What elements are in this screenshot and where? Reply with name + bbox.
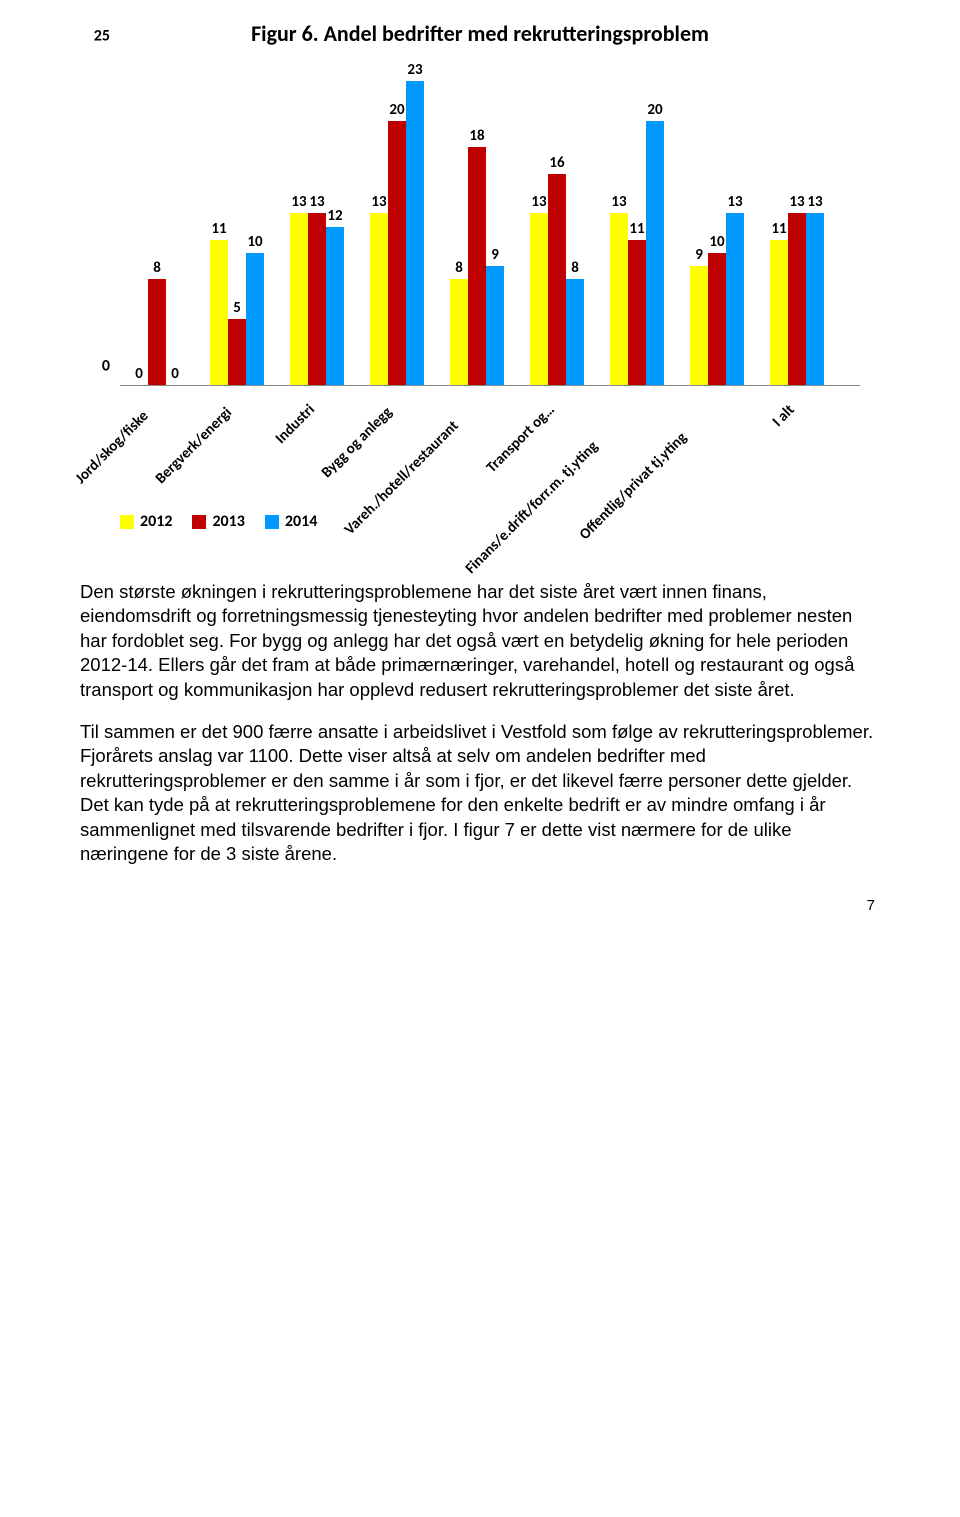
bar-value-label: 9 [491, 246, 499, 264]
legend-item: 2013 [192, 512, 244, 531]
page-number: 7 [867, 897, 875, 914]
legend-swatch [265, 515, 279, 529]
x-tick-label: Jord/skog/fiske [72, 407, 152, 487]
bar-value-label: 13 [727, 193, 742, 211]
bar-value-label: 8 [153, 259, 161, 277]
legend-item: 2014 [265, 512, 317, 531]
bar-value-label: 5 [233, 299, 241, 317]
bar-group: 080 [130, 279, 184, 385]
bar-value-label: 13 [789, 193, 804, 211]
bar: 12 [326, 227, 344, 385]
bar-value-label: 0 [135, 365, 143, 383]
bar-value-label: 18 [469, 127, 484, 145]
bar-group: 132023 [370, 81, 424, 385]
bar: 8 [566, 279, 584, 385]
bar-value-label: 11 [771, 220, 786, 238]
bar: 11 [210, 240, 228, 385]
plot-area: 0250801151013131213202381891316813112091… [120, 55, 860, 386]
bar-value-label: 13 [309, 193, 324, 211]
bar: 20 [388, 121, 406, 385]
bar: 9 [690, 266, 708, 385]
paragraph: Til sammen er det 900 færre ansatte i ar… [80, 720, 880, 866]
bar: 13 [726, 213, 744, 385]
bar-value-label: 16 [549, 154, 564, 172]
bar-value-label: 8 [455, 259, 463, 277]
legend-swatch [120, 515, 134, 529]
legend-label: 2013 [212, 512, 244, 531]
bar: 13 [370, 213, 388, 385]
bar-value-label: 11 [629, 220, 644, 238]
bar: 13 [806, 213, 824, 385]
bar: 11 [628, 240, 646, 385]
bar-value-label: 9 [695, 246, 703, 264]
bar: 5 [228, 319, 246, 385]
paragraph: Den største økningen i rekrutteringsprob… [80, 580, 880, 702]
bar-value-label: 10 [247, 233, 262, 251]
bar-value-label: 13 [291, 193, 306, 211]
legend-item: 2012 [120, 512, 172, 531]
body-text: Den største økningen i rekrutteringsprob… [80, 580, 880, 866]
bar: 13 [610, 213, 628, 385]
bar-group: 11510 [210, 240, 264, 385]
bar-value-label: 0 [171, 365, 179, 383]
x-tick-label: I alt [769, 402, 798, 431]
bar-value-label: 8 [571, 259, 579, 277]
x-tick-label: Industri [272, 401, 319, 448]
legend-swatch [192, 515, 206, 529]
bar-value-label: 20 [647, 101, 662, 119]
bar: 8 [148, 279, 166, 385]
bar-group: 111313 [770, 213, 824, 385]
bar: 9 [486, 266, 504, 385]
bar: 10 [246, 253, 264, 385]
bar: 23 [406, 81, 424, 385]
bar: 11 [770, 240, 788, 385]
bar-group: 131120 [610, 121, 664, 385]
bar-group: 91013 [690, 213, 744, 385]
bar: 10 [708, 253, 726, 385]
y-tick: 25 [80, 27, 110, 46]
bar-value-label: 13 [807, 193, 822, 211]
bar-chart: Figur 6. Andel bedrifter med rekrutterin… [80, 20, 880, 540]
bar-value-label: 12 [327, 207, 342, 225]
bar: 13 [530, 213, 548, 385]
bar: 13 [290, 213, 308, 385]
bar: 20 [646, 121, 664, 385]
bar-value-label: 23 [407, 61, 422, 79]
bar-value-label: 13 [611, 193, 626, 211]
y-tick: 0 [80, 357, 110, 376]
x-tick-label: Bygg og anlegg [318, 404, 396, 482]
bar-value-label: 11 [211, 220, 226, 238]
bar-value-label: 13 [371, 193, 386, 211]
bar: 13 [788, 213, 806, 385]
bar-group: 13168 [530, 174, 584, 385]
bar: 13 [308, 213, 326, 385]
chart-title: Figur 6. Andel bedrifter med rekrutterin… [80, 20, 880, 47]
chart-legend: 2012 2013 2014 [120, 512, 317, 531]
legend-label: 2014 [285, 512, 317, 531]
x-tick-label: Finans/e.drift/forr.m. tj.yting [462, 438, 602, 578]
bar-value-label: 10 [709, 233, 724, 251]
bar-group: 8189 [450, 147, 504, 385]
bar: 18 [468, 147, 486, 385]
bar: 16 [548, 174, 566, 385]
bar-value-label: 20 [389, 101, 404, 119]
x-tick-label: Bergverk/energi [152, 404, 236, 488]
bar: 8 [450, 279, 468, 385]
bar-value-label: 13 [531, 193, 546, 211]
legend-label: 2012 [140, 512, 172, 531]
x-tick-label: Transport og… [483, 401, 559, 477]
bar-group: 131312 [290, 213, 344, 385]
